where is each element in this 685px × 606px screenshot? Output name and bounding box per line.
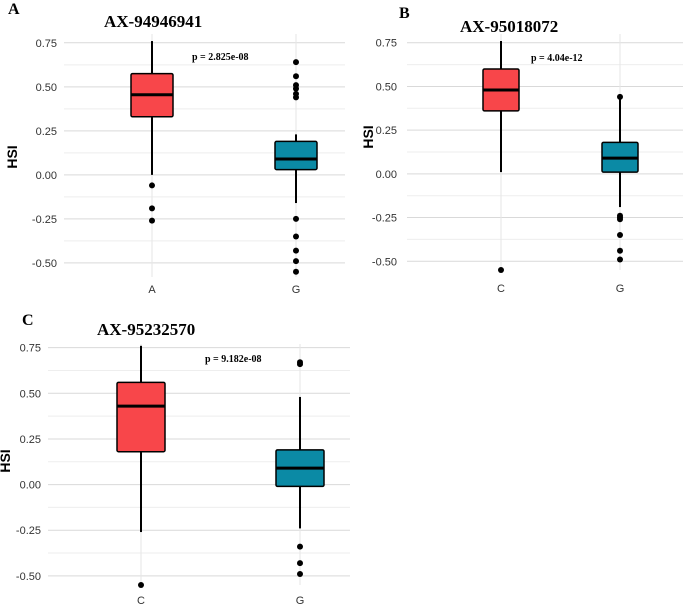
panel-label-b: B: [399, 5, 410, 22]
y-tick-label: 0.50: [376, 81, 397, 93]
y-tick-label: -0.25: [372, 213, 397, 225]
x-tick-label: G: [296, 595, 305, 606]
panel-b: B AX-95018072 p = 4.04e-12 HSI 0.750.500…: [360, 5, 683, 295]
p-value-b: p = 4.04e-12: [531, 53, 583, 64]
y-tick-label: -0.50: [32, 258, 57, 270]
y-tick-label: 0.50: [36, 82, 57, 94]
outlier-point: [293, 258, 299, 265]
y-axis-label-c: HSI: [0, 449, 13, 472]
outlier-point: [617, 247, 623, 254]
y-axis-label-b: HSI: [360, 125, 376, 148]
y-tick-label: 0.50: [20, 388, 41, 400]
outlier-point: [617, 216, 623, 223]
panel-a: A AX-94946941 p = 2.825e-08 HSI 0.75 0.50…: [4, 1, 345, 296]
y-tick-label: -0.25: [16, 525, 41, 537]
panel-label-c: C: [22, 312, 34, 329]
y-tick-label: 0.25: [36, 126, 57, 138]
outlier-point: [297, 361, 303, 368]
outlier-point: [297, 543, 303, 550]
y-tick-label: -0.50: [16, 571, 41, 583]
outlier-point: [138, 582, 144, 588]
outlier-point: [617, 256, 623, 263]
outlier-point: [293, 59, 299, 66]
outlier-point: [293, 94, 299, 101]
y-tick-label: 0.25: [376, 125, 397, 137]
p-value-c: p = 9.182e-08: [205, 354, 262, 365]
outlier-point: [293, 233, 299, 240]
x-tick-label: G: [292, 284, 301, 296]
chart-title-a: AX-94946941: [104, 12, 202, 31]
y-tick-label: 0.75: [36, 38, 57, 50]
outlier-point: [149, 205, 155, 212]
outlier-point: [293, 215, 299, 222]
panel-c: C AX-95232570 p = 9.182e-08 HSI 0.75 0.50…: [0, 312, 350, 606]
x-tick-label: C: [137, 595, 145, 606]
x-tick-label: G: [616, 283, 625, 295]
y-tick-label: 0.75: [376, 38, 397, 50]
outlier-point: [498, 267, 504, 273]
outlier-point: [617, 93, 623, 100]
x-tick-label: C: [497, 283, 505, 295]
outlier-point: [297, 560, 303, 567]
outlier-point: [149, 217, 155, 224]
outlier-point: [149, 182, 155, 189]
plot-area-c: 0.75 0.50 0.25 0.00 -0.25 -0.50 C G: [16, 343, 350, 606]
y-tick-label: -0.25: [32, 214, 57, 226]
panel-label-a: A: [8, 1, 20, 18]
chart-title-b: AX-95018072: [460, 17, 558, 36]
y-tick-label: 0.00: [36, 170, 57, 182]
y-tick-label: 0.75: [20, 343, 41, 355]
outlier-point: [293, 268, 299, 275]
outlier-point: [293, 73, 299, 80]
y-tick-label: 0.00: [20, 480, 41, 492]
plot-area-b: 0.75 0.50 0.25 0.00 -0.25 -0.50 C G: [372, 34, 683, 295]
y-tick-label: -0.50: [372, 256, 397, 268]
plot-area-a: 0.75 0.50 0.25 0.00 -0.25 -0.50 A G: [32, 34, 345, 296]
outlier-point: [297, 571, 303, 578]
y-axis-label-a: HSI: [4, 145, 20, 168]
outlier-point: [293, 85, 299, 92]
chart-title-c: AX-95232570: [97, 320, 195, 339]
outlier-point: [293, 247, 299, 254]
box-g: [274, 140, 318, 171]
y-tick-label: 0.25: [20, 434, 41, 446]
x-tick-label: A: [148, 284, 156, 296]
outlier-point: [617, 232, 623, 239]
box-c: [116, 381, 166, 453]
p-value-a: p = 2.825e-08: [192, 52, 249, 63]
y-tick-label: 0.00: [376, 169, 397, 181]
